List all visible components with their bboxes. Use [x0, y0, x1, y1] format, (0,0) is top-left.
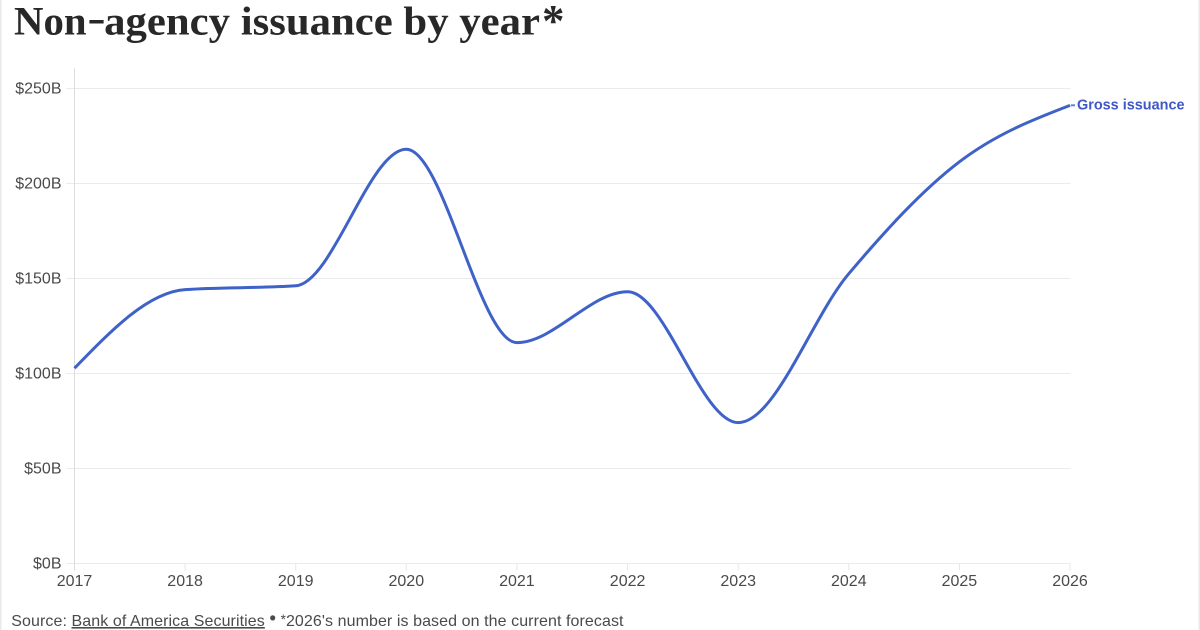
svg-text:2023: 2023: [720, 573, 756, 590]
svg-text:agency issuance by year: agency issuance by year: [104, 0, 540, 44]
svg-text:2022: 2022: [610, 573, 646, 590]
svg-text:2017: 2017: [57, 573, 93, 590]
svg-text:2018: 2018: [167, 573, 203, 590]
svg-text:$50B: $50B: [24, 461, 61, 478]
svg-text:*: *: [542, 0, 565, 46]
svg-text:$150B: $150B: [15, 271, 61, 288]
svg-text:$250B: $250B: [15, 81, 61, 98]
svg-text:$100B: $100B: [15, 366, 61, 383]
svg-text:Non: Non: [14, 0, 87, 44]
svg-text:$0B: $0B: [33, 556, 61, 573]
svg-text:2020: 2020: [389, 573, 425, 590]
svg-text:2019: 2019: [278, 573, 314, 590]
svg-text:2021: 2021: [499, 573, 535, 590]
svg-text:2025: 2025: [942, 573, 978, 590]
svg-text:Gross issuance: Gross issuance: [1077, 98, 1185, 114]
svg-text:Source: Bank of America Securi: Source: Bank of America Securities • *20…: [11, 608, 624, 630]
svg-text:2024: 2024: [831, 573, 867, 590]
svg-text:2026: 2026: [1052, 573, 1088, 590]
svg-text:$200B: $200B: [15, 176, 61, 193]
